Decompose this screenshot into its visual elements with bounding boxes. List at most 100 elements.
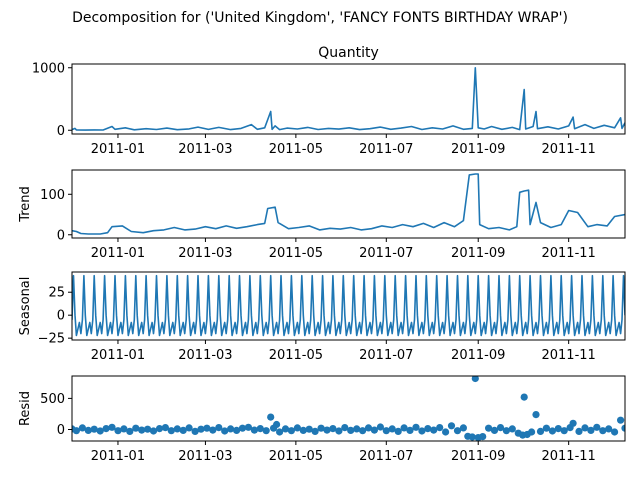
resid-point xyxy=(126,427,134,435)
resid-point xyxy=(364,424,373,432)
resid-point xyxy=(528,428,536,436)
x-tick-label: 2011-07 xyxy=(359,348,413,363)
resid-point xyxy=(581,424,589,432)
resid-point xyxy=(238,424,247,432)
resid-point xyxy=(311,427,319,435)
y-axis-label: Trend xyxy=(18,186,33,223)
resid-point xyxy=(197,425,205,433)
resid-point xyxy=(347,426,355,434)
resid-point xyxy=(442,428,450,436)
resid-point xyxy=(276,428,284,436)
axes-frame xyxy=(71,375,626,442)
x-tick-label: 2011-11 xyxy=(541,142,595,157)
resid-point xyxy=(262,427,270,435)
x-tick-label: 2011-03 xyxy=(178,142,232,157)
plot-area xyxy=(72,67,625,131)
resid-point xyxy=(299,426,307,434)
resid-point xyxy=(287,427,295,435)
x-tick-label: 2011-07 xyxy=(359,449,413,464)
resid-point xyxy=(179,426,187,434)
axes-frame xyxy=(71,169,626,239)
y-tick-label: 500 xyxy=(40,392,65,407)
resid-point xyxy=(215,424,223,432)
resid-point xyxy=(554,425,562,433)
x-tick-label: 2011-03 xyxy=(178,449,232,464)
y-tick-label: 0 xyxy=(57,228,65,243)
resid-point xyxy=(508,425,516,433)
x-tick-label: 2011-07 xyxy=(359,142,413,157)
panel-quantity: Quantity 0 1000 2011-01 2011-03 2011-05 2011-0… xyxy=(32,45,626,157)
x-tick-label: 2011-11 xyxy=(541,246,595,261)
y-tick-label: 0 xyxy=(57,124,65,139)
resid-point xyxy=(96,427,104,435)
figure-suptitle: Decomposition for ('United Kingdom', 'FA… xyxy=(72,10,568,26)
resid-point xyxy=(323,426,331,434)
resid-point xyxy=(412,423,420,431)
x-tick-label: 2011-01 xyxy=(91,449,145,464)
resid-point xyxy=(144,425,152,433)
plot-area xyxy=(72,376,625,441)
resid-point xyxy=(394,427,402,435)
y-axis-label: Seasonal xyxy=(18,277,33,336)
resid-point xyxy=(436,424,444,432)
resid-point xyxy=(335,427,343,435)
resid-point xyxy=(78,424,86,432)
resid-point xyxy=(305,425,313,433)
resid-point xyxy=(167,427,175,435)
resid-point xyxy=(575,427,583,435)
x-tick-label: 2011-11 xyxy=(541,348,595,363)
resid-point xyxy=(108,423,116,431)
resid-point xyxy=(569,419,577,427)
resid-point xyxy=(388,425,396,433)
resid-point xyxy=(430,426,438,434)
resid-point xyxy=(605,425,613,433)
resid-point xyxy=(155,425,164,433)
resid-point xyxy=(418,427,426,435)
resid-point xyxy=(599,427,607,435)
resid-point xyxy=(329,425,337,433)
resid-point xyxy=(382,427,390,435)
resid-point xyxy=(317,424,325,432)
x-tick-label: 2011-01 xyxy=(91,142,145,157)
seasonal-line xyxy=(72,274,625,337)
resid-point xyxy=(267,413,275,421)
resid-point xyxy=(84,426,92,434)
axes-frame xyxy=(71,271,626,341)
x-tick-label: 2011-03 xyxy=(178,246,232,261)
x-tick-label: 2011-07 xyxy=(359,246,413,261)
y-tick-label: 0 xyxy=(57,423,65,438)
plot-area xyxy=(72,173,625,235)
resid-point xyxy=(341,424,349,432)
resid-point xyxy=(406,426,414,434)
resid-point xyxy=(203,424,211,432)
resid-point xyxy=(617,416,625,424)
panel-resid: Resid 0 500 2011-01 2011-03 2011-05 2011-07 201… xyxy=(18,375,626,464)
resid-point xyxy=(453,427,462,435)
y-tick-label: −25 xyxy=(38,332,65,347)
resid-point xyxy=(293,424,301,432)
resid-point xyxy=(593,423,601,431)
resid-point xyxy=(244,423,252,431)
resid-point xyxy=(447,422,456,430)
x-tick-label: 2011-09 xyxy=(451,348,505,363)
resid-point xyxy=(479,433,487,441)
plot-area xyxy=(72,274,625,337)
x-tick-label: 2011-09 xyxy=(451,142,505,157)
resid-point xyxy=(376,423,384,431)
resid-point xyxy=(611,428,619,436)
resid-point xyxy=(353,425,361,433)
x-tick-label: 2011-11 xyxy=(541,449,595,464)
y-axis-label: Resid xyxy=(18,391,33,426)
axes-frame xyxy=(71,63,626,135)
resid-point xyxy=(191,427,199,435)
y-tick-label: 25 xyxy=(48,286,65,301)
resid-point xyxy=(72,427,80,435)
panel-seasonal: Seasonal −25 0 25 2011-01 2011-03 2011-05 2011-… xyxy=(18,271,626,363)
x-tick-label: 2011-05 xyxy=(269,449,323,464)
x-tick-label: 2011-03 xyxy=(178,348,232,363)
resid-point xyxy=(90,425,98,433)
resid-point xyxy=(209,426,217,434)
resid-point xyxy=(471,376,479,383)
resid-point xyxy=(250,426,258,434)
